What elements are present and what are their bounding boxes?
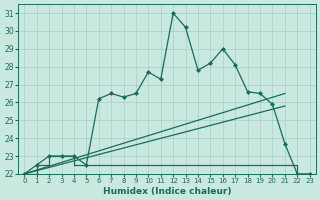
X-axis label: Humidex (Indice chaleur): Humidex (Indice chaleur) xyxy=(103,187,231,196)
